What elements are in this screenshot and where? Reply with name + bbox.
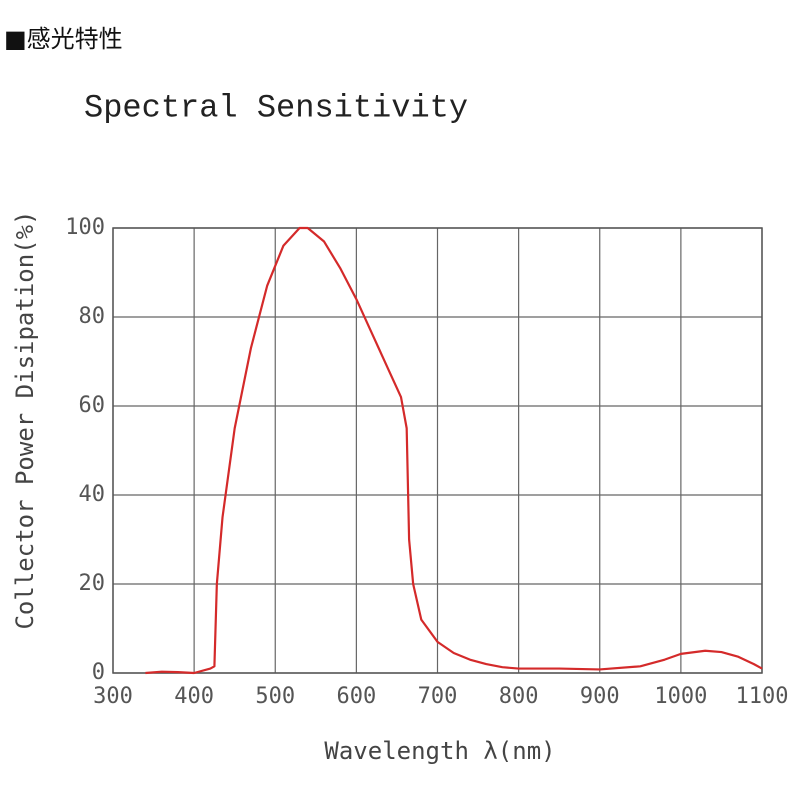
header: ■感光特性 xyxy=(4,25,123,53)
y-tick-label: 60 xyxy=(79,393,106,418)
x-tick-label: 1000 xyxy=(654,684,707,709)
y-tick-label: 0 xyxy=(92,660,105,685)
x-axis-label: Wavelength λ(nm) xyxy=(324,737,555,765)
x-tick-label: 700 xyxy=(418,684,458,709)
line xyxy=(145,226,763,675)
x-tick-label: 400 xyxy=(174,684,214,709)
y-tick-label: 100 xyxy=(65,215,105,240)
x-tick-label: 500 xyxy=(255,684,295,709)
chart-title: Spectral Sensitivity xyxy=(84,89,468,126)
plot-frame xyxy=(112,227,763,674)
x-tick-label: 1100 xyxy=(736,684,789,709)
y-tick-label: 80 xyxy=(79,304,106,329)
y-axis-label: Collector Power Disipation(%) xyxy=(11,210,39,629)
y-tick-label: 20 xyxy=(79,571,106,596)
x-tick-label: 300 xyxy=(93,684,133,709)
y-tick-label: 40 xyxy=(79,482,106,507)
x-tick-label: 800 xyxy=(499,684,539,709)
x-tick-label: 900 xyxy=(580,684,620,709)
x-tick-label: 600 xyxy=(337,684,377,709)
